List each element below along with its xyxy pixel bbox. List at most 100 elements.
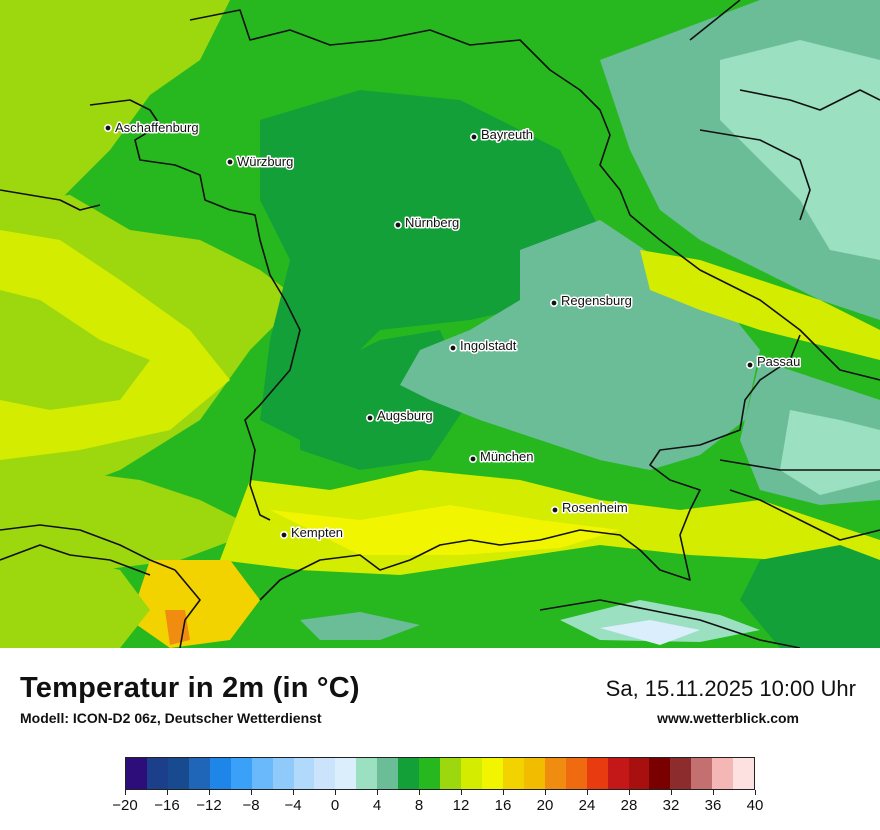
colorbar-tickmark — [629, 790, 630, 795]
colorbar-tickmark — [587, 790, 588, 795]
city-aschaffenburg: Aschaffenburg — [104, 119, 200, 137]
colorbar-swatch — [607, 758, 629, 789]
colorbar-swatch — [628, 758, 650, 789]
city-dot — [448, 343, 457, 352]
colorbar-swatch — [733, 758, 755, 789]
colorbar-tick-label: 32 — [662, 797, 680, 814]
city-rosenheim: Rosenheim — [550, 499, 629, 517]
colorbar-tick-label: 8 — [414, 797, 424, 814]
colorbar-tickmark — [167, 790, 168, 795]
colorbar-tick-label: −4 — [284, 797, 302, 814]
colorbar-tick-label: 28 — [620, 797, 638, 814]
colorbar-swatch — [167, 758, 189, 789]
colorbar-tick-label: 20 — [536, 797, 554, 814]
city-kempten: Kempten — [279, 524, 345, 542]
colorbar-tickmark — [209, 790, 210, 795]
city-muenchen: München — [468, 448, 535, 466]
colorbar-tickmark — [755, 790, 756, 795]
city-label: Nürnberg — [405, 215, 459, 230]
model-source: Modell: ICON-D2 06z, Deutscher Wetterdie… — [20, 710, 322, 726]
city-nuernberg: Nürnberg — [393, 214, 461, 232]
city-dot — [279, 530, 288, 539]
colorbar-swatch — [523, 758, 545, 789]
colorbar-tick-label: 36 — [704, 797, 722, 814]
colorbar-tick-label: 40 — [746, 797, 764, 814]
city-label: München — [480, 449, 533, 464]
colorbar-tick-label: −16 — [154, 797, 180, 814]
colorbar-tickmark — [503, 790, 504, 795]
city-passau: Passau — [745, 353, 802, 371]
city-bayreuth: Bayreuth — [469, 126, 535, 144]
colorbar-swatch — [565, 758, 587, 789]
city-label: Aschaffenburg — [115, 120, 199, 135]
city-regensburg: Regensburg — [549, 292, 633, 310]
city-label: Regensburg — [561, 293, 632, 308]
colorbar-swatch — [377, 758, 399, 789]
colorbar-tickmark — [461, 790, 462, 795]
city-label: Passau — [757, 354, 800, 369]
colorbar-swatch — [586, 758, 608, 789]
colorbar-swatch — [544, 758, 566, 789]
colorbar-tickmark — [335, 790, 336, 795]
colorbar-tickmark — [713, 790, 714, 795]
temperature-field — [0, 0, 880, 648]
city-dot — [393, 221, 402, 230]
colorbar-swatch — [481, 758, 503, 789]
colorbar-swatch — [335, 758, 357, 789]
city-label: Kempten — [291, 525, 343, 540]
map-footer: Temperatur in 2m (in °C) Modell: ICON-D2… — [0, 648, 880, 830]
city-dot — [550, 505, 559, 514]
city-dot — [468, 454, 477, 463]
city-dot — [226, 158, 235, 167]
colorbar-swatch — [314, 758, 336, 789]
colorbar-swatch — [419, 758, 441, 789]
city-dot — [104, 124, 113, 133]
colorbar-tickmark — [671, 790, 672, 795]
colorbar-swatch — [691, 758, 713, 789]
city-augsburg: Augsburg — [365, 407, 434, 425]
colorbar-swatch — [649, 758, 671, 789]
colorbar-tick-label: 12 — [452, 797, 470, 814]
colorbar-swatch — [230, 758, 252, 789]
colorbar-tickmark — [251, 790, 252, 795]
city-wuerzburg: Würzburg — [226, 153, 295, 171]
city-markers: Aschaffenburg Würzburg Bayreuth Nürnberg… — [104, 119, 802, 542]
city-dot — [365, 413, 374, 422]
map-title: Temperatur in 2m (in °C) — [20, 672, 360, 704]
colorbar-tick-label: 16 — [494, 797, 512, 814]
borders — [0, 0, 880, 648]
temperature-colorbar — [125, 757, 755, 790]
city-label: Augsburg — [377, 408, 433, 423]
colorbar-tickmark — [293, 790, 294, 795]
colorbar-tick-label: 4 — [372, 797, 382, 814]
colorbar-swatch — [502, 758, 524, 789]
colorbar-tick-label: 0 — [330, 797, 340, 814]
city-label: Rosenheim — [562, 500, 628, 515]
website-link[interactable]: www.wetterblick.com — [657, 710, 799, 726]
colorbar-swatch — [461, 758, 482, 789]
city-dot — [745, 360, 754, 369]
city-dot — [469, 133, 478, 142]
colorbar-tickmark — [545, 790, 546, 795]
colorbar-swatch — [356, 758, 378, 789]
colorbar-swatch — [126, 758, 147, 789]
colorbar-swatch — [272, 758, 294, 789]
city-label: Bayreuth — [481, 127, 533, 142]
colorbar-tick-label: −8 — [242, 797, 260, 814]
colorbar-swatch — [398, 758, 420, 789]
forecast-datetime: Sa, 15.11.2025 10:00 Uhr — [605, 676, 856, 701]
colorbar-swatch — [188, 758, 210, 789]
city-ingolstadt: Ingolstadt — [448, 337, 518, 355]
colorbar-tick-label: 24 — [578, 797, 596, 814]
colorbar-tick-label: −12 — [196, 797, 222, 814]
colorbar-tickmark — [419, 790, 420, 795]
colorbar-swatch — [251, 758, 273, 789]
colorbar-tickmark — [125, 790, 126, 795]
city-label: Würzburg — [237, 154, 293, 169]
colorbar-tickmark — [377, 790, 378, 795]
colorbar-swatch — [293, 758, 315, 789]
colorbar-swatch — [712, 758, 734, 789]
city-dot — [549, 298, 558, 307]
colorbar-swatch — [440, 758, 461, 789]
temperature-map: Aschaffenburg Würzburg Bayreuth Nürnberg… — [0, 0, 880, 648]
